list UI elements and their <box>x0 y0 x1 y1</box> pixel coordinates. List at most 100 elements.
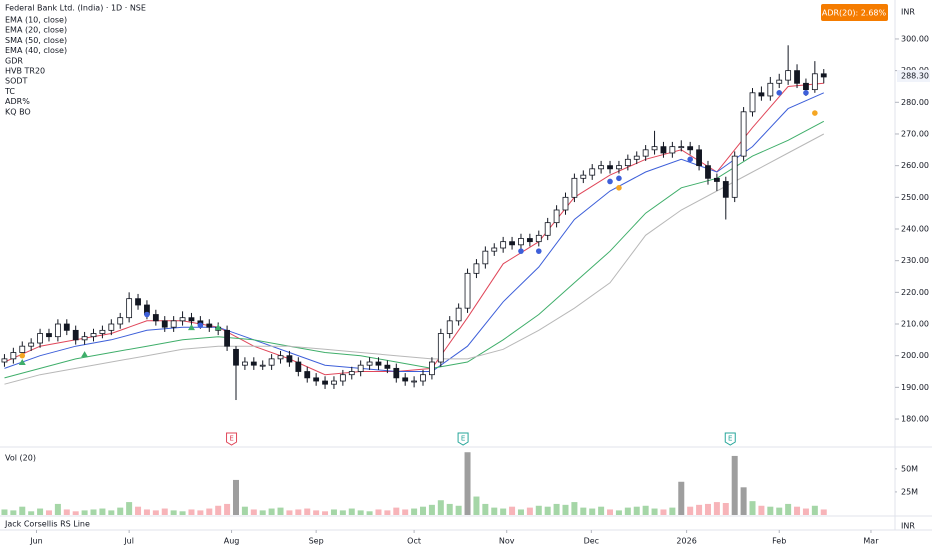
volume-bar <box>437 500 444 515</box>
signal-dot <box>518 248 524 254</box>
volume-bar <box>491 507 498 515</box>
volume-bar <box>794 506 801 515</box>
candle-body <box>331 380 337 385</box>
x-tick-label: Nov <box>499 537 515 546</box>
volume-bar <box>428 504 435 515</box>
candle-body <box>37 333 43 344</box>
y-tick-label: 190.00 <box>901 383 929 392</box>
volume-bar <box>286 510 293 515</box>
candle-body <box>108 323 115 331</box>
candle-body <box>357 364 364 372</box>
signal-triangle <box>214 324 222 331</box>
candle-body <box>651 146 658 151</box>
volume-bar <box>740 487 747 515</box>
indicator-label: EMA (20, close) <box>5 26 67 35</box>
volume-bar <box>330 509 337 515</box>
adr-badge-bg <box>821 4 888 21</box>
volume-bar <box>72 511 79 515</box>
candle-body <box>348 371 355 376</box>
candle-body <box>776 79 783 84</box>
signal-triangle <box>18 359 26 366</box>
signal-dot <box>144 311 150 318</box>
volume-bar <box>722 503 729 515</box>
candle-body <box>482 250 489 265</box>
earnings-marker <box>226 432 238 446</box>
volume-bar <box>54 503 61 515</box>
volume-bar <box>687 506 694 515</box>
indicator-label: GDR <box>5 56 23 65</box>
candle-body <box>526 238 533 243</box>
x-tick-label: Feb <box>772 537 786 546</box>
x-tick-label: Jul <box>123 537 134 546</box>
candle-body <box>660 146 667 154</box>
volume-bar <box>90 509 97 515</box>
candle-body <box>589 168 596 176</box>
candle-body <box>393 367 400 379</box>
volume-bar <box>589 508 596 515</box>
last-price-label: 288.30 <box>901 72 929 81</box>
volume-bar <box>117 507 124 515</box>
y-tick-label: 210.00 <box>901 320 929 329</box>
candle-body <box>429 361 435 376</box>
candle-body <box>242 361 248 366</box>
volume-bar <box>322 511 329 515</box>
volume-bar <box>304 508 311 515</box>
candle-body <box>233 348 239 366</box>
candle-body <box>126 298 133 319</box>
candle-body <box>598 165 605 170</box>
candle-body <box>544 222 551 236</box>
candle-body <box>446 320 453 334</box>
candle-body <box>624 158 631 167</box>
volume-bar <box>553 503 560 515</box>
volume-label: Vol (20) <box>5 454 36 463</box>
volume-bar <box>678 481 685 515</box>
candle-body <box>722 181 729 198</box>
indicator-label: ADR% <box>5 97 30 106</box>
volume-bar <box>482 503 489 515</box>
signal-dot <box>19 352 26 359</box>
candle-body <box>161 320 168 328</box>
candle-body <box>411 380 418 383</box>
volume-bar <box>464 452 471 515</box>
volume-bar <box>811 505 818 515</box>
signal-triangle <box>187 324 195 331</box>
volume-tick-label: 25M <box>901 487 918 496</box>
volume-bar <box>161 508 168 515</box>
moving-average <box>4 120 825 379</box>
candle-body <box>669 146 676 154</box>
y-tick-label: 250.00 <box>901 193 929 202</box>
candle-body <box>767 82 774 97</box>
volume-bar <box>366 511 373 515</box>
volume-bar <box>37 508 44 515</box>
volume-bar <box>81 510 88 515</box>
volume-bar <box>704 503 711 515</box>
volume-bar <box>651 508 658 515</box>
volume-bar <box>10 510 17 515</box>
candle-body <box>117 317 124 325</box>
volume-bar <box>526 507 533 515</box>
volume-bar <box>348 508 355 515</box>
currency: INR <box>901 8 915 17</box>
volume-bar <box>179 511 186 515</box>
volume-bar <box>357 510 364 515</box>
indicator-label: SODT <box>5 77 28 86</box>
volume-bar <box>197 510 204 515</box>
moving-average <box>4 82 824 376</box>
candle-body <box>322 380 328 385</box>
volume-bar <box>295 509 302 515</box>
candle-body <box>179 317 186 322</box>
candle-body <box>820 73 827 78</box>
volume-bar <box>473 496 480 515</box>
volume-bar <box>420 506 427 515</box>
x-tick-label: Jun <box>29 537 43 546</box>
volume-bar <box>696 504 703 515</box>
candle-body <box>758 92 765 97</box>
candle-body <box>553 209 560 224</box>
candle-body <box>366 361 373 366</box>
signal-dot <box>535 248 542 254</box>
volume-bar <box>500 508 507 515</box>
candle-body <box>535 234 542 243</box>
candle-body <box>268 358 275 366</box>
volume-bar <box>446 503 453 515</box>
